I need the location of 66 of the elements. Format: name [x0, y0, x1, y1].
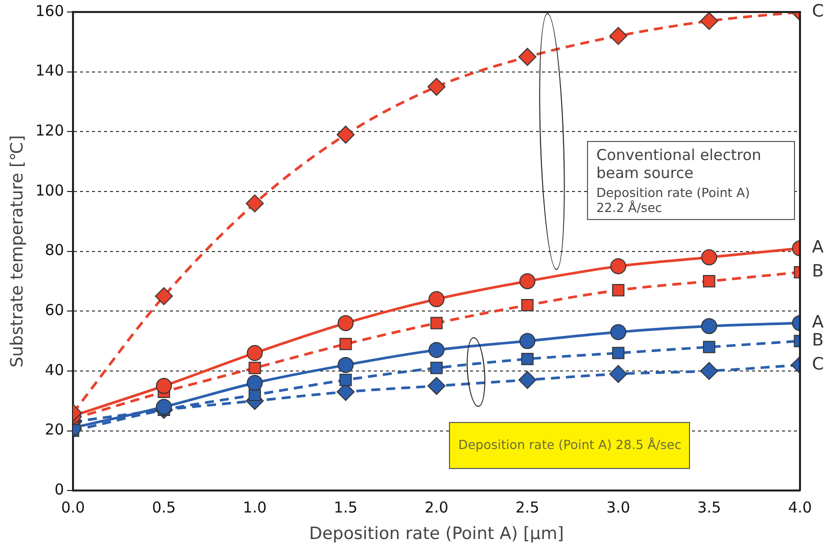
- point: [702, 275, 716, 288]
- y-tick-label: 140: [35, 62, 64, 80]
- point: [612, 346, 624, 360]
- x-tick-label: 0.0: [61, 498, 85, 516]
- point: [521, 298, 534, 312]
- point: [338, 315, 354, 332]
- point: [702, 340, 716, 354]
- y-tick-label: 0: [54, 480, 64, 498]
- y-tick-label: 100: [35, 181, 64, 200]
- point: [246, 374, 263, 391]
- series-label: C: [812, 354, 824, 374]
- point: [609, 26, 628, 45]
- x-tick-label: 3.5: [697, 498, 722, 516]
- annotation: Conventional electron beam source: [596, 146, 762, 182]
- point: [518, 370, 536, 389]
- point: [609, 364, 628, 383]
- point: [248, 362, 261, 374]
- x-tick-label: 0.5: [152, 498, 176, 516]
- point: [519, 333, 536, 350]
- point: [518, 48, 536, 66]
- point: [521, 352, 534, 366]
- series-label: A: [812, 312, 824, 333]
- point: [336, 126, 355, 144]
- y-tick-label: 60: [44, 301, 64, 320]
- series-label: C: [812, 1, 824, 22]
- point: [612, 284, 624, 296]
- point: [700, 362, 718, 380]
- point: [610, 324, 626, 340]
- point: [519, 273, 536, 290]
- y-tick-label: 20: [44, 420, 64, 439]
- x-tick-label: 1.5: [334, 498, 358, 516]
- series-label: B: [812, 330, 824, 350]
- note-box: Conventional electron beam source Deposition rate (Point A) 22.2 Å/sec: [587, 140, 796, 220]
- y-axis-title: Substrate temperature [℃]: [8, 135, 28, 368]
- point: [428, 291, 445, 308]
- annotation: Deposition rate (Point A): [596, 184, 751, 200]
- point: [430, 316, 443, 330]
- point: [428, 376, 446, 395]
- x-tick-label: 3.0: [606, 498, 630, 516]
- point: [339, 374, 352, 386]
- point: [701, 249, 718, 266]
- point: [430, 362, 443, 374]
- point: [154, 287, 173, 306]
- y-tick-label: 120: [35, 122, 64, 140]
- point: [701, 318, 718, 334]
- point: [156, 378, 172, 394]
- series-label: A: [812, 238, 824, 258]
- y-tick-label: 160: [35, 2, 64, 20]
- point: [428, 342, 445, 358]
- point: [339, 338, 352, 350]
- note-box: Deposition rate (Point A) 28.5 Å/sec: [449, 422, 690, 469]
- x-tick-label: 1.0: [242, 498, 267, 516]
- annotation: 22.2 Å/sec: [596, 200, 664, 215]
- y-tick-label: 40: [44, 360, 64, 379]
- point: [700, 12, 718, 30]
- point: [246, 194, 264, 212]
- point: [428, 78, 446, 96]
- point: [338, 356, 354, 373]
- series-label: B: [812, 262, 824, 282]
- x-tick-label: 2.0: [424, 498, 448, 516]
- y-tick-label: 80: [44, 241, 64, 260]
- point: [246, 345, 263, 362]
- x-axis-title: Deposition rate (Point A) [µm]: [309, 524, 564, 544]
- point: [610, 258, 626, 274]
- x-tick-label: 2.5: [515, 498, 540, 516]
- x-tick-label: 4.0: [788, 498, 812, 516]
